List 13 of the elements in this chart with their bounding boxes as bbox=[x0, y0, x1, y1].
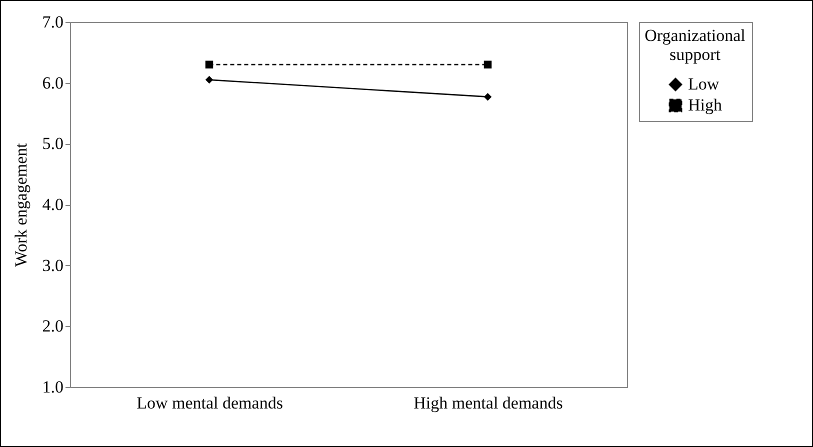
y-tick-label: 4.0 bbox=[42, 195, 64, 214]
y-tick-label: 1.0 bbox=[42, 378, 64, 396]
y-tick-label: 5.0 bbox=[42, 134, 64, 154]
x-tick-label: High mental demands bbox=[414, 394, 563, 412]
y-tick-label: 2.0 bbox=[42, 316, 64, 336]
y-axis-title: Work engagement bbox=[11, 142, 30, 267]
legend-label: Low bbox=[688, 74, 720, 94]
x-tick-label: Low mental demands bbox=[136, 394, 283, 412]
y-tick-label: 6.0 bbox=[42, 73, 64, 92]
y-tick-label: 3.0 bbox=[42, 256, 64, 275]
legend-label: High bbox=[688, 96, 722, 114]
legend-title: Organizational support bbox=[644, 26, 746, 64]
y-tick-label: 7.0 bbox=[42, 12, 64, 32]
